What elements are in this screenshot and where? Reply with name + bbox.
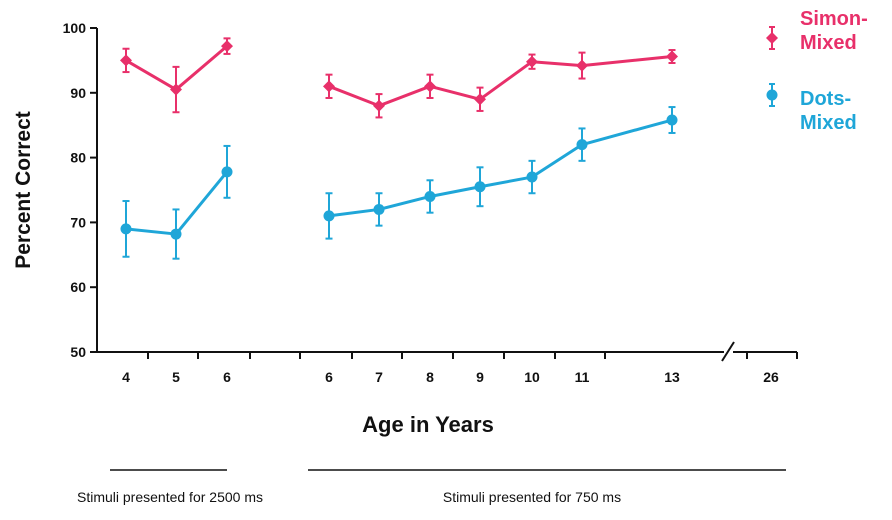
simon-mixed-point bbox=[526, 55, 538, 68]
simon-mixed-line bbox=[328, 55, 673, 108]
x-tick-label: 4 bbox=[122, 369, 130, 385]
y-ticks: 50 60 70 80 90 100 bbox=[63, 20, 97, 360]
simon-mixed-point bbox=[576, 59, 588, 72]
y-tick-label: 50 bbox=[70, 344, 86, 360]
annotation-750ms: Stimuli presented for 750 ms bbox=[308, 469, 786, 505]
simon-mixed-series bbox=[120, 37, 678, 119]
y-tick-label: 100 bbox=[63, 20, 87, 36]
y-tick-label: 80 bbox=[70, 150, 86, 166]
simon-mixed-point bbox=[666, 50, 678, 63]
legend-label: Mixed bbox=[800, 32, 857, 54]
axis-break-mark bbox=[721, 341, 735, 362]
dots-mixed-line bbox=[328, 118, 673, 218]
simon-mixed-point bbox=[323, 80, 335, 93]
dots-mixed-point bbox=[526, 171, 538, 183]
simon-mixed-point bbox=[120, 54, 132, 67]
legend-label: Dots- bbox=[800, 88, 851, 110]
x-tick-label: 8 bbox=[426, 369, 434, 385]
x-ticks: 4 5 6 6 7 8 9 10 11 13 26 bbox=[122, 352, 798, 385]
dots-mixed-point bbox=[221, 166, 233, 178]
y-tick-label: 90 bbox=[70, 85, 86, 101]
simon-mixed-point bbox=[474, 93, 486, 106]
dots-mixed-point bbox=[474, 181, 486, 193]
x-tick-label: 26 bbox=[763, 369, 779, 385]
x-axis bbox=[97, 341, 797, 362]
annotation-2500ms-text: Stimuli presented for 2500 ms bbox=[77, 489, 263, 505]
dots-mixed-point bbox=[373, 203, 385, 215]
y-axis-title: Percent Correct bbox=[12, 111, 35, 269]
legend-marker bbox=[766, 89, 778, 101]
x-axis-title: Age in Years bbox=[362, 412, 494, 437]
annotation-2500ms: Stimuli presented for 2500 ms bbox=[77, 469, 263, 505]
legend-label: Simon- bbox=[800, 8, 868, 30]
simon-mixed-point bbox=[373, 99, 385, 112]
annotation-750ms-text: Stimuli presented for 750 ms bbox=[443, 489, 621, 505]
simon-mixed-point bbox=[170, 83, 182, 96]
x-tick-label: 6 bbox=[325, 369, 333, 385]
dots-mixed-series bbox=[120, 106, 678, 260]
simon-mixed-point bbox=[424, 80, 436, 93]
dots-mixed-point bbox=[120, 223, 132, 235]
dots-mixed-point bbox=[170, 228, 182, 240]
x-tick-label: 5 bbox=[172, 369, 180, 385]
simon-mixed-point bbox=[221, 40, 233, 53]
legend-label: Mixed bbox=[800, 112, 857, 134]
x-tick-label: 6 bbox=[223, 369, 231, 385]
series-layer bbox=[120, 37, 678, 260]
dots-mixed-point bbox=[666, 114, 678, 126]
dots-mixed-point bbox=[424, 190, 436, 202]
dots-mixed-point bbox=[323, 210, 335, 222]
y-tick-label: 70 bbox=[70, 214, 86, 230]
x-tick-label: 9 bbox=[476, 369, 484, 385]
x-tick-label: 11 bbox=[575, 369, 590, 385]
x-tick-label: 7 bbox=[375, 369, 383, 385]
y-tick-label: 60 bbox=[70, 279, 86, 295]
x-tick-label: 13 bbox=[664, 369, 680, 385]
x-tick-label: 10 bbox=[524, 369, 540, 385]
legend-item-simon-mixed: Simon-Mixed bbox=[766, 8, 868, 54]
legend-item-dots-mixed: Dots-Mixed bbox=[766, 83, 857, 134]
dots-mixed-point bbox=[576, 139, 588, 151]
legend-marker bbox=[766, 32, 778, 44]
